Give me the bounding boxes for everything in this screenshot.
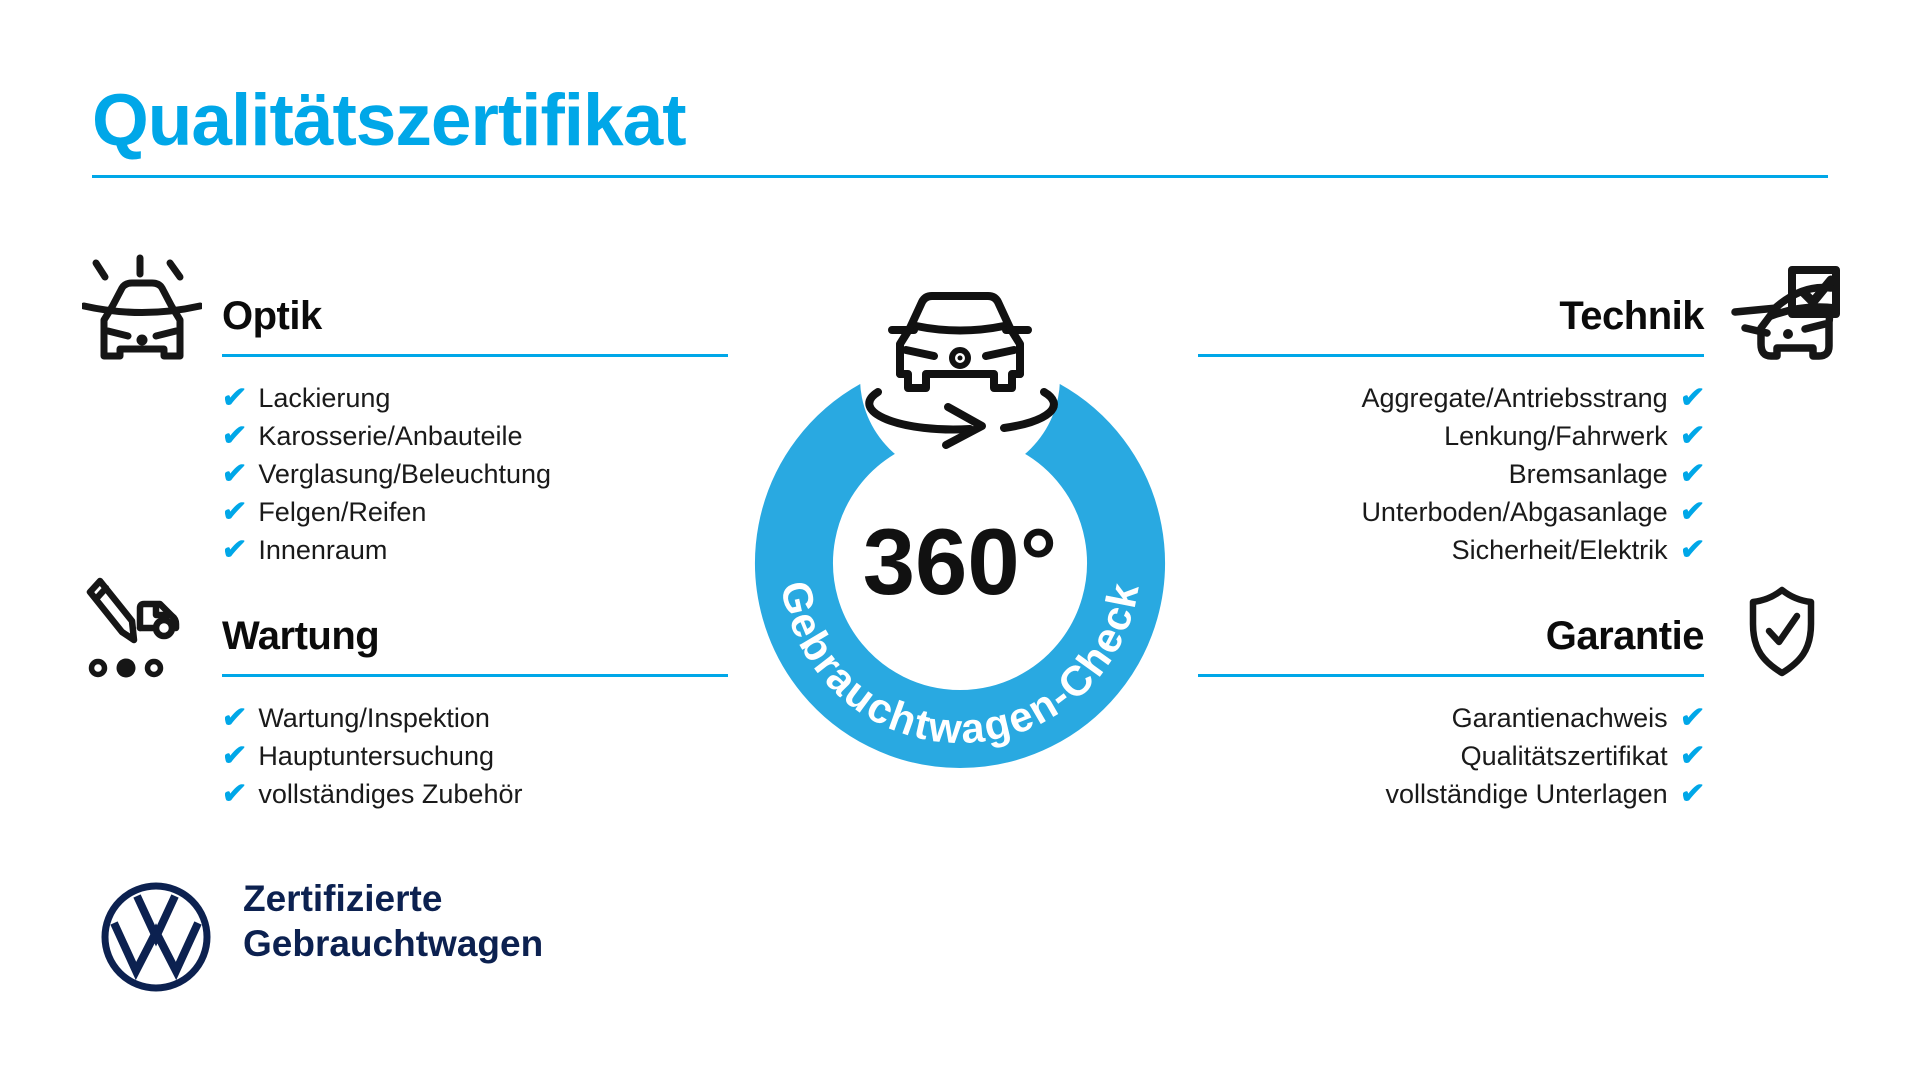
check-icon: ✔ xyxy=(1678,419,1706,452)
brand-text: Zertifizierte Gebrauchtwagen xyxy=(243,876,543,966)
list-item-label: Lackierung xyxy=(258,382,391,413)
section-underline xyxy=(222,354,728,357)
section-underline xyxy=(1198,674,1704,677)
list-item: ✔ Verglasung/Beleuchtung xyxy=(220,455,728,493)
list-item: Bremsanlage ✔ xyxy=(1198,455,1706,493)
shiny-car-icon xyxy=(82,254,202,360)
list-item-label: vollständige Unterlagen xyxy=(1385,778,1668,809)
section-title-technik: Technik xyxy=(1559,294,1704,338)
list-item: ✔ Wartung/Inspektion xyxy=(220,699,728,737)
title-divider xyxy=(92,175,1828,178)
list-item: ✔ Karosserie/Anbauteile xyxy=(220,417,728,455)
check-icon: ✔ xyxy=(220,457,249,490)
list-item-label: Verglasung/Beleuchtung xyxy=(258,458,552,489)
list-item-label: Wartung/Inspektion xyxy=(258,702,490,733)
checklist-technik: Aggregate/Antriebsstrang ✔ Lenkung/Fahrwe… xyxy=(1198,379,1706,569)
ring xyxy=(755,383,1165,768)
list-item: Aggregate/Antriebsstrang ✔ xyxy=(1198,379,1706,417)
service-checklist-icon xyxy=(86,577,180,678)
shield-check-icon xyxy=(1749,586,1815,677)
check-icon: ✔ xyxy=(1678,495,1706,528)
list-item: Qualitätszertifikat ✔ xyxy=(1198,737,1706,775)
check-icon: ✔ xyxy=(220,701,249,734)
car-front-rotation-icon xyxy=(865,292,1058,449)
list-item-label: Unterboden/Abgasanlage xyxy=(1361,496,1668,527)
section-underline xyxy=(1198,354,1704,357)
list-item: ✔ Lackierung xyxy=(220,379,728,417)
section-garantie: Garantie Garantienachweis ✔ Qualitätszert… xyxy=(1198,614,1706,813)
list-item-label: Hauptuntersuchung xyxy=(258,740,494,771)
checklist-garantie: Garantienachweis ✔ Qualitätszertifikat ✔ v… xyxy=(1198,699,1706,813)
section-underline xyxy=(222,674,728,677)
list-item-label: Sicherheit/Elektrik xyxy=(1451,534,1668,565)
section-title-optik: Optik xyxy=(222,294,322,338)
section-title-garantie: Garantie xyxy=(1545,614,1705,658)
check-icon: ✔ xyxy=(1678,457,1706,490)
list-item-label: Felgen/Reifen xyxy=(258,496,427,527)
check-icon: ✔ xyxy=(220,495,249,528)
checklist-optik: ✔ Lackierung ✔ Karosserie/Anbauteile ✔ Verg… xyxy=(220,379,728,569)
check-icon: ✔ xyxy=(1678,381,1706,414)
vw-logo xyxy=(101,882,211,992)
list-item-label: Karosserie/Anbauteile xyxy=(258,420,523,451)
check-icon: ✔ xyxy=(1678,701,1706,734)
check-icon: ✔ xyxy=(220,739,249,772)
car-checkbox-icon xyxy=(1731,266,1840,360)
list-item: Garantienachweis ✔ xyxy=(1198,699,1706,737)
section-technik: Technik Aggregate/Antriebsstrang ✔ Lenkun… xyxy=(1198,294,1706,569)
list-item: ✔ vollständiges Zubehör xyxy=(220,775,728,813)
brand-line1: Zertifizierte xyxy=(243,878,443,919)
degree-value: 360° xyxy=(863,509,1057,614)
section-optik: Optik ✔ Lackierung ✔ Karosserie/Anbauteile… xyxy=(220,294,728,569)
section-title-wartung: Wartung xyxy=(222,614,380,658)
list-item-label: Qualitätszertifikat xyxy=(1460,740,1668,771)
check-icon: ✔ xyxy=(220,419,249,452)
list-item: Unterboden/Abgasanlage ✔ xyxy=(1198,493,1706,531)
list-item: ✔ Felgen/Reifen xyxy=(220,493,728,531)
360-check-badge: 360° Gebrauchtwagen-Check xyxy=(755,278,1165,768)
list-item: ✔ Hauptuntersuchung xyxy=(220,737,728,775)
list-item-label: Aggregate/Antriebsstrang xyxy=(1361,382,1668,413)
list-item-label: Garantienachweis xyxy=(1451,702,1668,733)
list-item: vollständige Unterlagen ✔ xyxy=(1198,775,1706,813)
list-item: Sicherheit/Elektrik ✔ xyxy=(1198,531,1706,569)
check-icon: ✔ xyxy=(220,533,249,566)
check-icon: ✔ xyxy=(220,381,249,414)
checklist-wartung: ✔ Wartung/Inspektion ✔ Hauptuntersuchung ✔… xyxy=(220,699,728,813)
check-icon: ✔ xyxy=(1678,739,1706,772)
list-item: Lenkung/Fahrwerk ✔ xyxy=(1198,417,1706,455)
list-item-label: Bremsanlage xyxy=(1508,458,1668,489)
check-icon: ✔ xyxy=(1678,533,1706,566)
section-wartung: Wartung ✔ Wartung/Inspektion ✔ Hauptunters… xyxy=(220,614,728,813)
brand-line2: Gebrauchtwagen xyxy=(243,923,544,964)
check-icon: ✔ xyxy=(220,777,249,810)
list-item-label: Innenraum xyxy=(258,534,388,565)
list-item-label: Lenkung/Fahrwerk xyxy=(1444,420,1668,451)
list-item-label: vollständiges Zubehör xyxy=(258,778,523,809)
list-item: ✔ Innenraum xyxy=(220,531,728,569)
page-title: Qualitätszertifikat xyxy=(92,80,687,161)
check-icon: ✔ xyxy=(1678,777,1706,810)
